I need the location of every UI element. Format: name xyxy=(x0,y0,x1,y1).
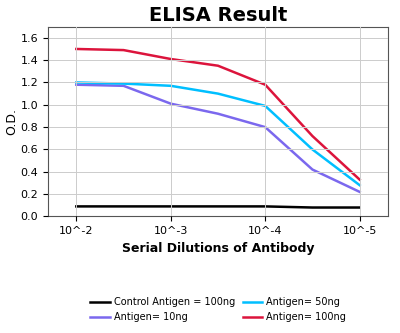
Legend: Control Antigen = 100ng, Antigen= 10ng, Antigen= 50ng, Antigen= 100ng: Control Antigen = 100ng, Antigen= 10ng, … xyxy=(86,293,350,326)
Y-axis label: O.D.: O.D. xyxy=(5,108,18,135)
Title: ELISA Result: ELISA Result xyxy=(149,6,287,25)
X-axis label: Serial Dilutions of Antibody: Serial Dilutions of Antibody xyxy=(122,242,314,255)
